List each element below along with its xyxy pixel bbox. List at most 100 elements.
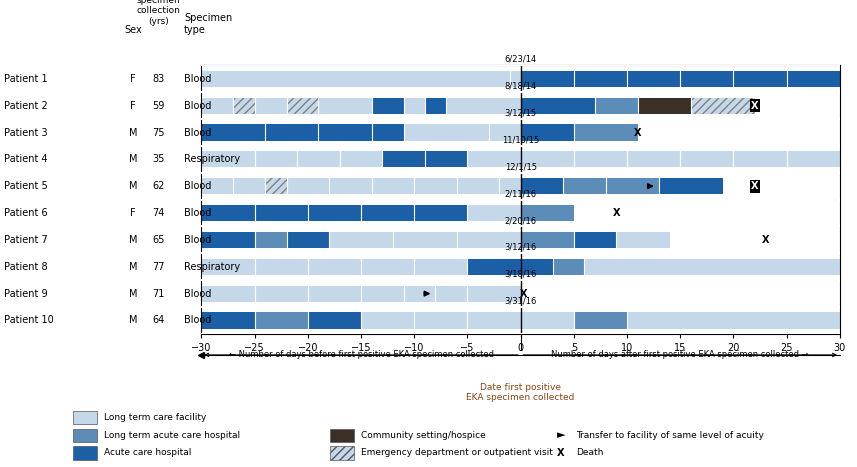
Text: Blood: Blood	[184, 235, 212, 245]
Bar	[574, 71, 627, 87]
Text: Death: Death	[576, 448, 603, 458]
Text: X: X	[751, 101, 758, 111]
Text: Blood: Blood	[184, 208, 212, 218]
Text: Long term care facility: Long term care facility	[104, 413, 206, 422]
Text: F: F	[130, 74, 135, 84]
Bar	[201, 285, 255, 302]
Text: Sex: Sex	[124, 25, 141, 35]
Bar	[414, 178, 457, 194]
Text: Patient 9: Patient 9	[4, 289, 48, 298]
Text: 75: 75	[153, 127, 165, 137]
Bar	[574, 125, 638, 141]
Text: M: M	[129, 155, 137, 164]
Text: 74: 74	[153, 208, 165, 218]
Text: Patient 7: Patient 7	[4, 235, 48, 245]
Text: 35: 35	[153, 155, 165, 164]
Text: 83: 83	[153, 74, 165, 84]
Text: Date first positive
EKA specimen collected: Date first positive EKA specimen collect…	[466, 383, 575, 403]
Text: Specimen
type: Specimen type	[184, 14, 232, 35]
Bar	[339, 151, 382, 167]
Bar	[467, 312, 521, 329]
Bar	[787, 71, 840, 87]
Text: Blood: Blood	[184, 316, 212, 325]
Bar	[787, 151, 840, 167]
Bar	[521, 205, 574, 221]
Text: Patient 10: Patient 10	[4, 316, 54, 325]
Bar	[404, 98, 425, 113]
Bar	[286, 98, 319, 113]
Bar	[521, 71, 574, 87]
Text: M: M	[129, 316, 137, 325]
Text: F: F	[130, 101, 135, 111]
Text: Age at
specimen
collection
(yrs): Age at specimen collection (yrs)	[136, 0, 181, 26]
Text: X: X	[557, 448, 565, 458]
Text: M: M	[129, 262, 137, 272]
Bar	[414, 259, 467, 275]
Text: Patient 5: Patient 5	[4, 181, 48, 191]
Bar	[361, 259, 414, 275]
Bar	[574, 151, 627, 167]
Bar	[286, 178, 329, 194]
Text: Respiratory: Respiratory	[184, 155, 240, 164]
Bar	[734, 151, 787, 167]
Bar	[255, 232, 286, 248]
Text: X: X	[613, 208, 620, 218]
Bar	[286, 232, 329, 248]
Bar	[659, 178, 722, 194]
Text: Patient 4: Patient 4	[4, 155, 48, 164]
Bar	[201, 98, 233, 113]
Bar	[372, 98, 404, 113]
Text: M: M	[129, 181, 137, 191]
Bar	[382, 151, 425, 167]
Bar	[510, 71, 521, 87]
Bar	[574, 232, 616, 248]
Text: Patient 6: Patient 6	[4, 208, 48, 218]
Text: Patient 2: Patient 2	[4, 101, 48, 111]
Bar	[201, 125, 266, 141]
Bar	[266, 178, 286, 194]
Bar	[372, 125, 404, 141]
Bar	[361, 312, 414, 329]
Bar	[404, 125, 488, 141]
Bar	[308, 285, 361, 302]
Text: 12/1/15: 12/1/15	[505, 163, 536, 171]
Bar	[414, 205, 467, 221]
Text: Blood: Blood	[184, 101, 212, 111]
Bar	[521, 259, 553, 275]
Text: 64: 64	[153, 316, 165, 325]
Bar	[691, 98, 755, 113]
Bar	[201, 151, 255, 167]
Bar	[457, 178, 500, 194]
Bar	[488, 125, 521, 141]
Bar	[691, 98, 755, 113]
Bar	[500, 178, 521, 194]
Bar	[467, 205, 521, 221]
Text: X: X	[634, 127, 641, 137]
Bar	[627, 312, 840, 329]
Text: 2/11/16: 2/11/16	[505, 189, 536, 198]
Bar	[266, 125, 319, 141]
Text: Blood: Blood	[184, 127, 212, 137]
Bar	[638, 98, 691, 113]
Text: Number of days after first positive EKA specimen collected →: Number of days after first positive EKA …	[551, 350, 809, 360]
Text: X: X	[751, 181, 758, 191]
Text: 59: 59	[153, 101, 165, 111]
Text: Patient 3: Patient 3	[4, 127, 48, 137]
Bar	[425, 98, 446, 113]
Text: 8/18/14: 8/18/14	[505, 82, 536, 91]
Text: 62: 62	[153, 181, 165, 191]
Bar	[563, 178, 606, 194]
Text: 11/10/15: 11/10/15	[502, 135, 539, 144]
Bar	[734, 71, 787, 87]
Bar	[255, 151, 297, 167]
Bar	[521, 232, 574, 248]
Bar	[521, 178, 563, 194]
Text: 3/31/16: 3/31/16	[505, 297, 536, 305]
Text: Transfer to facility of same level of acuity: Transfer to facility of same level of ac…	[576, 431, 764, 440]
Bar	[233, 178, 266, 194]
Bar	[308, 205, 361, 221]
Text: Patient 1: Patient 1	[4, 74, 48, 84]
Text: Patient 8: Patient 8	[4, 262, 48, 272]
Bar	[553, 259, 584, 275]
Bar	[574, 312, 627, 329]
